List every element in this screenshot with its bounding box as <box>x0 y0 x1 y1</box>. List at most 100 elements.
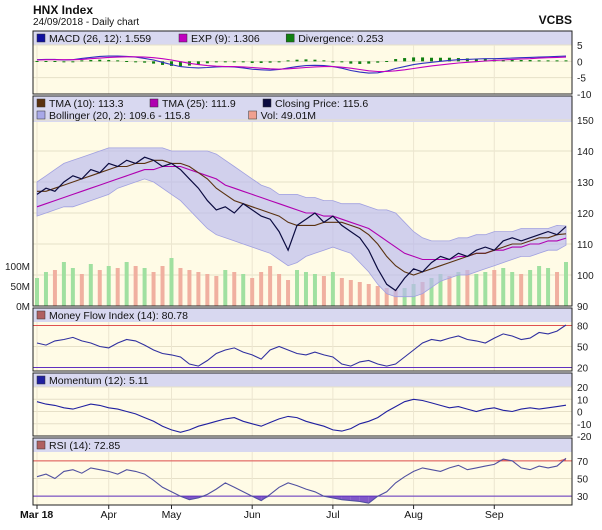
macd-panel: 5 0 -5 -10 MACD (26, 12): 1.559 EXP (9): 1.30… <box>32 30 592 101</box>
volume-bar <box>312 274 317 306</box>
series-tma-10- <box>37 159 567 276</box>
legend-label: Bollinger (20, 2): 109.6 - 115.8 <box>49 110 190 122</box>
price-y-tick-label: 150 <box>577 116 594 127</box>
volume-bar <box>303 272 308 306</box>
rsi-panel: 70 50 30 RSI (14): 72.85 <box>32 437 589 506</box>
momentum-y-tick-label: 0 <box>577 408 583 419</box>
legend-swatch <box>149 98 159 108</box>
volume-bar <box>142 268 147 306</box>
volume-bar <box>88 264 93 306</box>
volume-bar <box>339 278 344 306</box>
volume-bar <box>43 272 48 306</box>
price-y-tick-label: 100 <box>577 271 594 282</box>
volume-bar <box>447 276 452 306</box>
volume-bar <box>474 274 479 306</box>
divergence-bar <box>403 58 407 62</box>
volume-bar <box>519 274 524 306</box>
volume-bar <box>528 270 533 306</box>
chart-title: HNX Index <box>33 3 93 17</box>
divergence-bar <box>358 61 362 64</box>
volume-bar <box>429 278 434 306</box>
divergence-bar <box>161 61 165 65</box>
legend-swatch <box>36 310 46 320</box>
legend-label: Momentum (12): 5.11 <box>49 375 149 387</box>
legend-swatch <box>36 33 46 43</box>
divergence-bar <box>196 61 200 65</box>
divergence-bar <box>295 59 299 62</box>
momentum-y-tick-label: -10 <box>577 420 592 431</box>
volume-bar <box>348 280 353 306</box>
volume-bar <box>393 290 398 306</box>
volume-bar <box>97 270 102 306</box>
volume-bar <box>501 268 506 306</box>
divergence-bar <box>286 60 290 62</box>
legend-label: Vol: 49.01M <box>261 110 316 122</box>
volume-bar <box>106 266 111 306</box>
volume-bar <box>510 272 515 306</box>
volume-bar <box>286 280 291 306</box>
legend-swatch <box>178 33 188 43</box>
volume-bar <box>546 268 551 306</box>
price-panel-border <box>32 95 573 307</box>
volume-bar <box>483 272 488 306</box>
momentum-y-tick-label: 20 <box>577 383 589 394</box>
macd-y-tick-label: -5 <box>577 74 586 85</box>
volume-bar <box>492 270 497 306</box>
volume-bar <box>250 278 255 306</box>
series-exp <box>36 56 567 73</box>
divergence-bar <box>519 60 523 62</box>
volume-bar <box>187 270 192 306</box>
momentum-y-tick-label: -20 <box>577 432 592 443</box>
series-rsi <box>36 457 567 504</box>
volume-bar <box>79 274 84 306</box>
divergence-bar <box>322 60 326 62</box>
divergence-bar <box>331 61 335 63</box>
x-tick-label: May <box>162 509 183 521</box>
divergence-bar <box>555 60 559 62</box>
volume-bar <box>70 268 75 306</box>
divergence-bar <box>116 60 120 62</box>
volume-bar <box>564 262 568 306</box>
legend-swatch <box>262 98 272 108</box>
divergence-bar <box>268 61 272 63</box>
divergence-bar <box>71 61 75 63</box>
x-tick-label: Aug <box>404 509 423 521</box>
volume-bar <box>223 270 228 306</box>
divergence-bar <box>250 61 254 63</box>
x-tick-label: Mar 18 <box>20 509 53 521</box>
macd-legend-bar <box>33 31 572 45</box>
divergence-bar <box>223 61 227 63</box>
price-y-tick-label: 130 <box>577 178 594 189</box>
divergence-bar <box>44 61 48 63</box>
divergence-bar <box>528 60 532 62</box>
divergence-bar <box>98 59 102 62</box>
legend-label: Divergence: 0.253 <box>298 33 383 45</box>
volume-bar <box>115 268 120 306</box>
legend-swatch <box>36 375 46 385</box>
momentum-panel-border <box>32 372 573 437</box>
macd-y-tick-label: 0 <box>577 57 583 68</box>
volume-bar <box>555 272 560 306</box>
price-y-tick-label: 120 <box>577 209 594 220</box>
divergence-bar <box>447 57 451 62</box>
divergence-bar <box>152 61 156 64</box>
divergence-bar <box>214 61 218 63</box>
divergence-bar <box>546 60 550 62</box>
x-tick-label: Jun <box>244 509 261 521</box>
volume-bar <box>124 262 129 306</box>
series-mfi <box>36 324 567 367</box>
macd-y-tick-label: 5 <box>577 41 583 52</box>
macd-y-tick-label: -10 <box>577 90 592 101</box>
price-panel: 150 140 130 120 110 100 90 100M 50M 0M TMA (10): 1… <box>5 95 594 313</box>
volume-bar <box>52 270 57 306</box>
rsi-y-tick-label: 50 <box>577 475 589 486</box>
divergence-bar <box>412 57 416 62</box>
legend-label: RSI (14): 72.85 <box>49 440 120 452</box>
divergence-bar <box>385 61 389 63</box>
divergence-bar <box>62 61 66 63</box>
volume-bar <box>178 268 183 306</box>
legend-swatch <box>36 110 46 120</box>
divergence-bar <box>394 59 398 62</box>
